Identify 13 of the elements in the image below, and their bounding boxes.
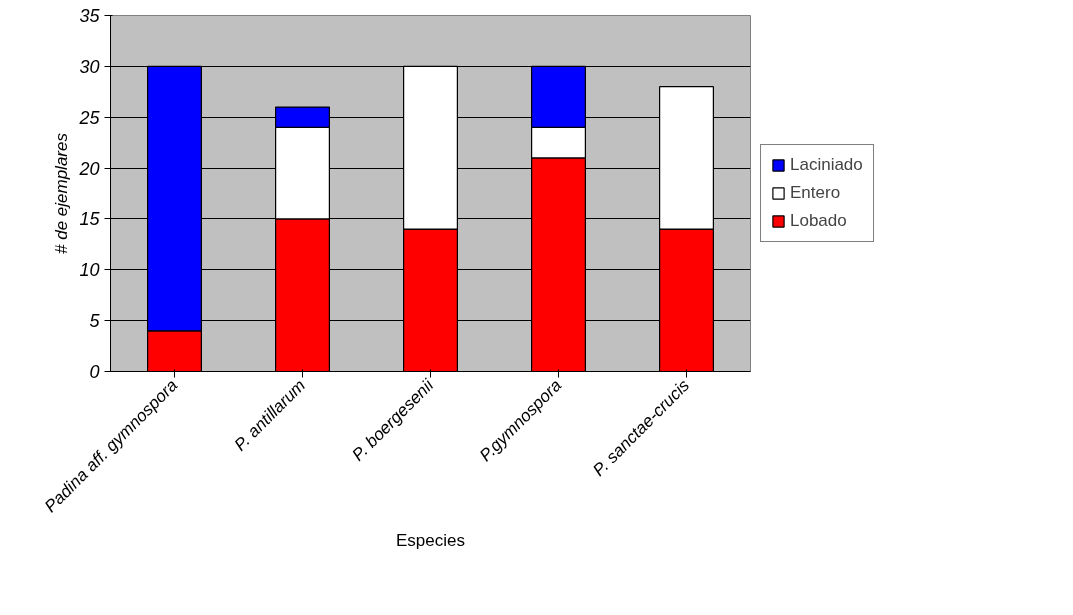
y-tick-label: 10 (79, 260, 100, 281)
legend-label: Entero (790, 183, 841, 203)
legend-label: Lobado (790, 211, 847, 231)
y-tick-label: 15 (79, 209, 101, 230)
x-axis-title: Especies (396, 530, 465, 550)
y-tick-label: 5 (89, 311, 101, 332)
y-tick-label: 20 (78, 158, 100, 179)
y-axis-title: # de ejemplares (52, 132, 72, 254)
legend-label: Laciniado (790, 155, 863, 175)
y-tick-label: 35 (79, 6, 101, 26)
y-tick-label: 0 (89, 362, 100, 382)
y-tick-label: 25 (78, 107, 101, 128)
y-tick-label: 30 (79, 56, 100, 77)
